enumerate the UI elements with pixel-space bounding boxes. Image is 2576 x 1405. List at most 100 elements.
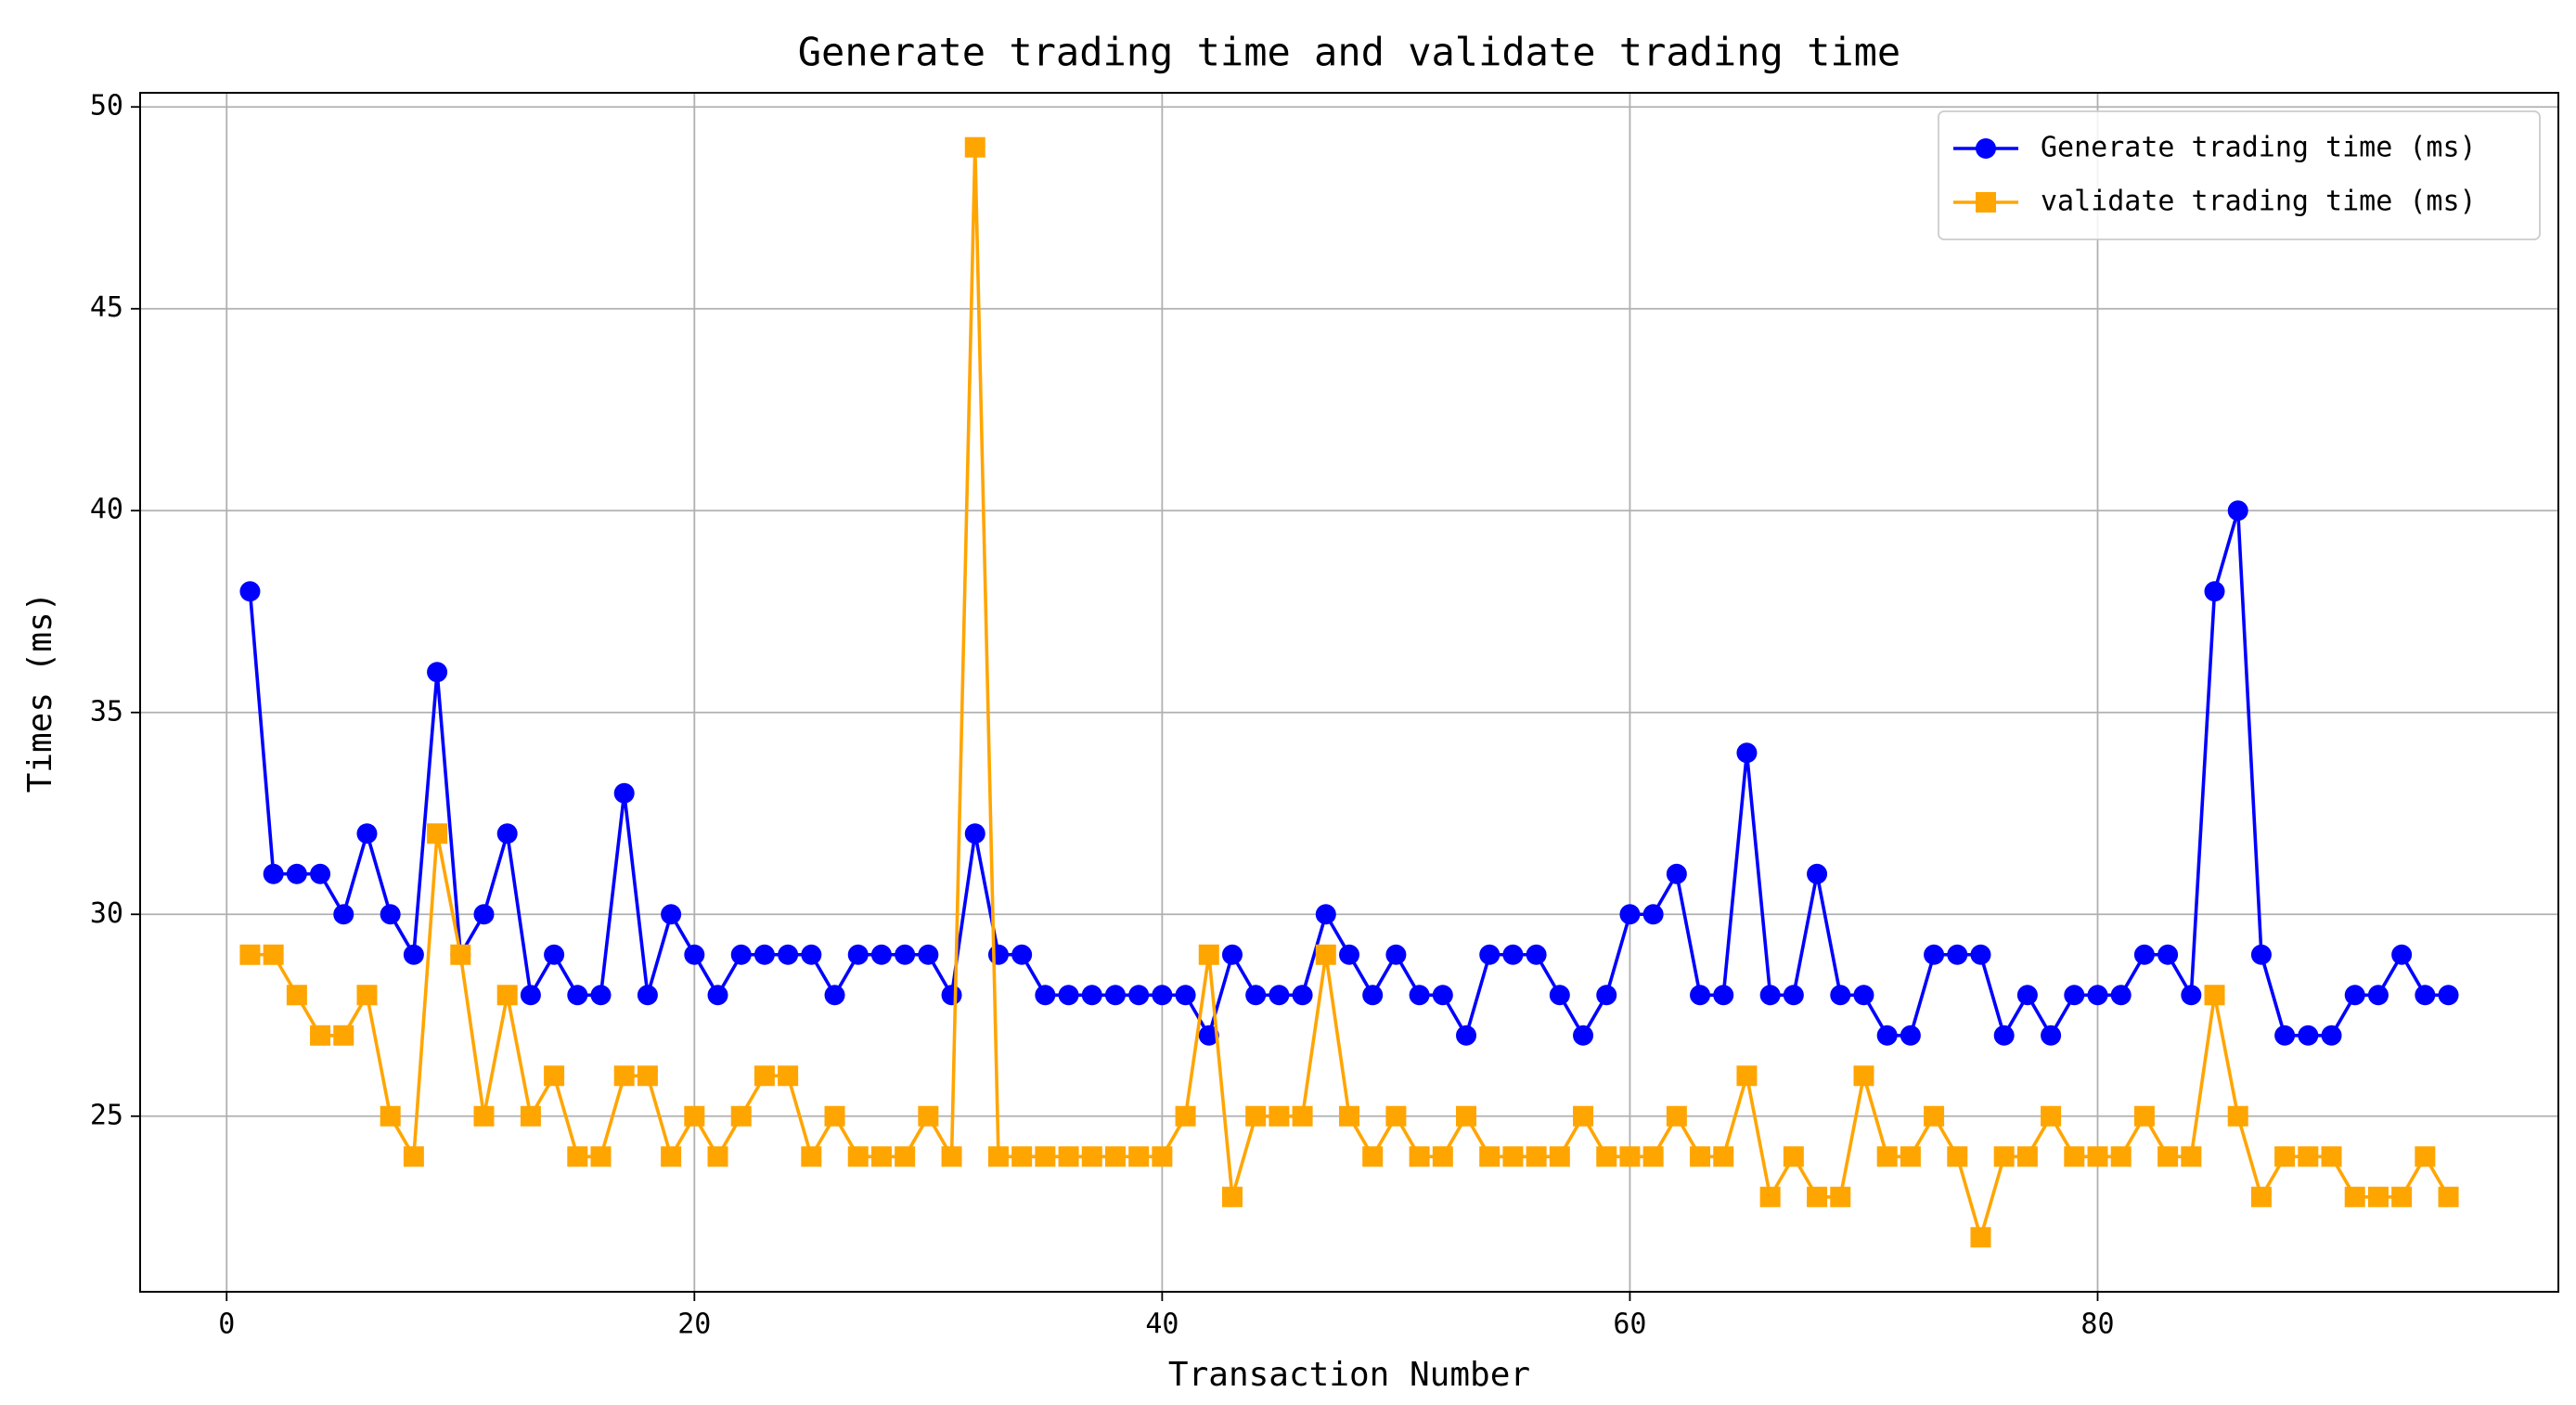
marker xyxy=(380,1105,401,1127)
marker xyxy=(544,1065,565,1087)
x-tick-label: 40 xyxy=(1145,1308,1179,1341)
marker xyxy=(2250,1186,2272,1207)
marker xyxy=(1035,985,1056,1006)
marker xyxy=(753,1065,775,1087)
marker xyxy=(1830,1186,1851,1207)
marker xyxy=(590,1146,612,1167)
marker xyxy=(1970,1227,1991,1248)
marker xyxy=(2204,985,2225,1006)
marker xyxy=(1596,1146,1617,1167)
marker xyxy=(941,1146,962,1167)
marker xyxy=(1385,1105,1407,1127)
marker xyxy=(2344,1186,2365,1207)
marker xyxy=(918,944,939,965)
marker xyxy=(2438,985,2459,1006)
marker xyxy=(801,1146,822,1167)
marker xyxy=(1666,1105,1687,1127)
marker xyxy=(1642,904,1664,925)
marker xyxy=(1526,1146,1547,1167)
marker xyxy=(613,1065,635,1087)
marker xyxy=(1058,985,1079,1006)
marker xyxy=(1759,985,1781,1006)
marker xyxy=(1104,985,1126,1006)
marker xyxy=(753,944,775,965)
marker xyxy=(1619,904,1641,925)
marker xyxy=(1759,1186,1781,1207)
marker xyxy=(1947,1146,1968,1167)
marker xyxy=(567,985,588,1006)
marker xyxy=(1713,985,1734,1006)
marker xyxy=(2321,1146,2342,1167)
marker xyxy=(2110,985,2132,1006)
marker xyxy=(1526,944,1547,965)
marker xyxy=(870,1146,892,1167)
marker xyxy=(1269,1105,1290,1127)
marker xyxy=(1783,985,1804,1006)
marker xyxy=(2110,1146,2132,1167)
marker xyxy=(1736,742,1758,764)
y-axis-label: Times (ms) xyxy=(21,592,59,793)
marker xyxy=(730,944,752,965)
marker xyxy=(2181,985,2202,1006)
marker xyxy=(1245,1105,1267,1127)
x-axis-label: Transaction Number xyxy=(1168,1356,1530,1394)
legend-label: validate trading time (ms) xyxy=(2041,186,2477,218)
marker xyxy=(1409,1146,1430,1167)
marker xyxy=(1993,1025,2015,1046)
marker xyxy=(2016,1146,2038,1167)
y-tick-label: 40 xyxy=(90,494,123,526)
marker xyxy=(637,1065,658,1087)
marker xyxy=(2415,985,2436,1006)
marker xyxy=(1409,985,1430,1006)
marker xyxy=(1292,1105,1313,1127)
marker xyxy=(1736,1065,1758,1087)
marker xyxy=(310,1025,331,1046)
marker xyxy=(2391,1186,2413,1207)
marker xyxy=(1011,944,1033,965)
y-tick-label: 45 xyxy=(90,291,123,324)
marker xyxy=(1104,1146,1126,1167)
marker xyxy=(613,782,635,804)
marker xyxy=(964,136,985,158)
x-tick-label: 0 xyxy=(218,1308,235,1341)
marker xyxy=(1315,944,1336,965)
marker xyxy=(1292,985,1313,1006)
marker xyxy=(1502,944,1524,965)
marker xyxy=(847,944,869,965)
marker xyxy=(987,944,1009,965)
marker xyxy=(310,863,331,884)
marker xyxy=(520,1105,541,1127)
marker xyxy=(1876,1146,1898,1167)
marker xyxy=(2133,944,2155,965)
marker xyxy=(263,944,284,965)
marker xyxy=(1339,1105,1359,1127)
marker xyxy=(2274,1025,2296,1046)
marker xyxy=(1900,1146,1921,1167)
marker xyxy=(1666,863,1687,884)
marker xyxy=(1456,1105,1477,1127)
marker xyxy=(2041,1105,2062,1127)
marker xyxy=(684,1105,705,1127)
marker xyxy=(2157,944,2179,965)
legend-marker xyxy=(1976,138,1996,159)
marker xyxy=(263,863,284,884)
y-tick-label: 35 xyxy=(90,695,123,728)
marker xyxy=(661,904,682,925)
marker xyxy=(1081,1146,1102,1167)
marker xyxy=(1924,944,1945,965)
marker xyxy=(1783,1146,1804,1167)
marker xyxy=(2391,944,2413,965)
legend-marker xyxy=(1976,192,1996,213)
marker xyxy=(1432,985,1453,1006)
series-line xyxy=(250,147,2451,1244)
marker xyxy=(403,944,424,965)
marker xyxy=(1479,944,1501,965)
marker xyxy=(1970,944,1991,965)
x-tick-label: 60 xyxy=(1613,1308,1646,1341)
marker xyxy=(1058,1146,1079,1167)
marker xyxy=(1011,1146,1033,1167)
y-tick-label: 30 xyxy=(90,897,123,930)
marker xyxy=(2181,1146,2202,1167)
marker xyxy=(1152,985,1173,1006)
marker xyxy=(2087,985,2108,1006)
